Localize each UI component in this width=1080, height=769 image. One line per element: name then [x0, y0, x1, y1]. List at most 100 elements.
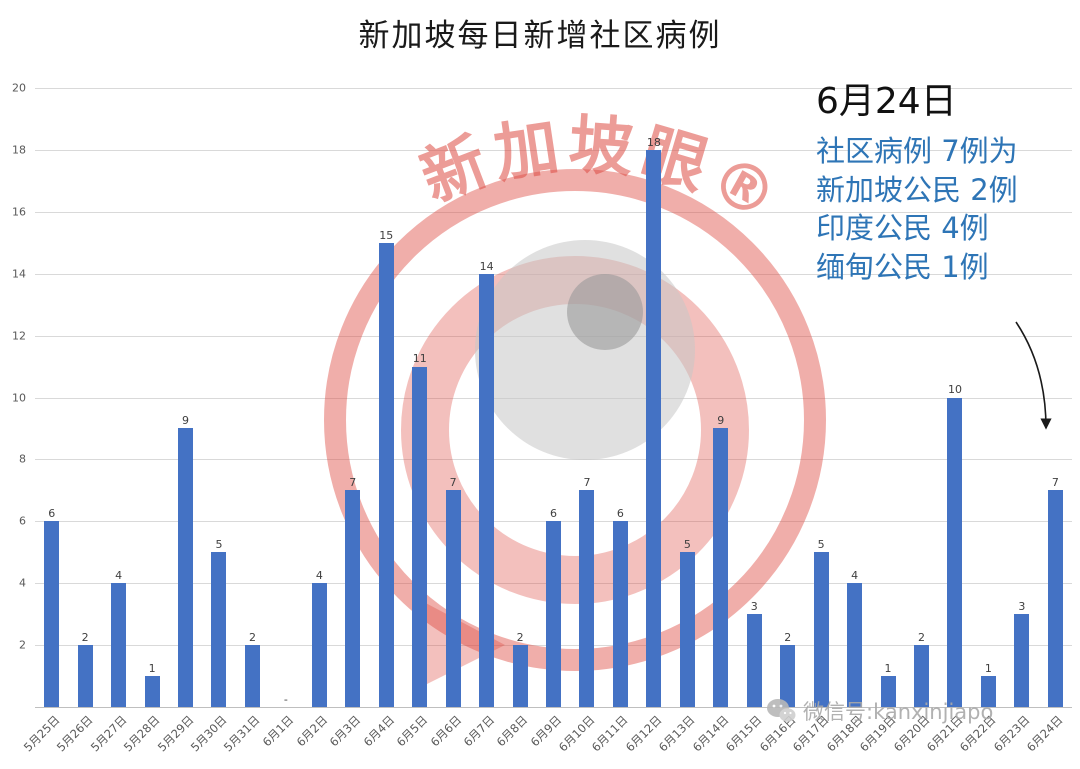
x-tick: 5月28日: [121, 712, 163, 755]
bar-column-6月3日: 7: [336, 477, 369, 707]
gridline-16: [35, 211, 1072, 213]
bar-value-label: 5: [817, 538, 825, 552]
x-tick: 6月2日: [293, 712, 330, 750]
x-tick: 6月12日: [622, 712, 665, 755]
bar-series: 6 2 4 1 9 5 2 - 4 7 15 11 7 14 2 6 7 6 18 5 9 3 2 5 4 1 2 10 1 3 7: [35, 88, 1072, 707]
bar-value-label: 5: [215, 538, 223, 552]
bar: [479, 273, 495, 707]
chart-title: 新加坡每日新增社区病例: [358, 18, 722, 54]
x-tick: 6月6日: [427, 712, 464, 750]
x-tick: 6月11日: [589, 712, 632, 755]
bar-column-5月26日: 2: [68, 631, 101, 707]
bar-column-5月28日: 1: [135, 661, 168, 707]
gridline-18: [35, 149, 1072, 151]
bar: [780, 645, 796, 707]
bar-value-label: 7: [583, 476, 591, 490]
x-tick: 6月3日: [326, 712, 364, 750]
bar-column-6月14日: 9: [704, 415, 737, 707]
bar-column-5月27日: 4: [102, 570, 135, 707]
bar: [144, 676, 160, 707]
x-tick: 6月14日: [689, 712, 732, 755]
bar: [980, 676, 996, 707]
bar-value-label: 15: [379, 228, 394, 242]
bar: [546, 521, 562, 707]
x-tick: 6月8日: [494, 712, 531, 750]
bar-column-6月12日: 18: [637, 135, 670, 707]
bar-value-label: 3: [1018, 600, 1026, 614]
bar-column-6月7日: 14: [470, 259, 503, 707]
gridline-20: [35, 88, 1072, 89]
bar-value-label: 7: [449, 476, 457, 490]
wechat-icon: [767, 699, 796, 722]
bar: [880, 676, 896, 707]
y-tick-12: 12: [12, 329, 26, 343]
bar-value-label: 11: [412, 352, 427, 366]
x-tick: 6月7日: [460, 712, 498, 750]
y-tick-6: 6: [19, 514, 26, 528]
bar-column-6月1日: -: [269, 692, 302, 707]
bar-value-label: 18: [646, 135, 661, 149]
bar: [713, 428, 729, 707]
y-tick-4: 4: [19, 576, 26, 590]
x-tick: 6月24日: [1024, 712, 1066, 755]
bar-column-5月30日: 5: [202, 539, 235, 707]
bar: [847, 583, 863, 707]
bar-value-label: 5: [683, 538, 691, 552]
bar-column-6月4日: 15: [370, 228, 403, 707]
wechat-footer: 微信号:kanxinjiapo: [766, 696, 993, 726]
bar-value-label: 4: [315, 569, 323, 583]
y-axis: 2 4 6 8 10 12 14 16 18 20: [0, 82, 28, 707]
bar-value-label: 4: [115, 569, 123, 583]
bar-column-6月5日: 11: [403, 353, 436, 707]
x-tick: 5月26日: [54, 712, 96, 755]
annotation-line-3: 印度公民 4例: [816, 211, 989, 246]
y-tick-20: 20: [12, 81, 26, 95]
bar: [947, 397, 963, 707]
bar: [1047, 490, 1063, 707]
bar-column-6月8日: 2: [503, 631, 536, 707]
bar-column-6月16日: 2: [771, 631, 804, 707]
bar-value-label: 14: [479, 259, 494, 273]
x-tick: 6月13日: [656, 712, 698, 755]
bar: [512, 645, 528, 707]
annotation-line-4: 缅甸公民 1例: [816, 249, 989, 284]
bar: [445, 490, 461, 707]
bar: [914, 645, 929, 707]
bar: [211, 552, 227, 707]
bar-column-6月18日: 4: [838, 570, 871, 707]
bar-column-6月11日: 6: [604, 508, 637, 707]
bar-value-label: -: [283, 692, 288, 706]
x-tick: 6月10日: [555, 712, 598, 755]
bar: [378, 242, 394, 707]
x-tick: 5月29日: [154, 712, 197, 755]
bar-column-6月24日: 7: [1039, 477, 1072, 707]
bar-value-label: 4: [851, 569, 859, 583]
bar-value-label: 1: [148, 661, 156, 675]
bar: [178, 428, 194, 707]
bar: [813, 552, 829, 707]
x-tick: 5月31日: [221, 712, 264, 755]
bar: [77, 645, 93, 707]
bar-column-6月23日: 3: [1005, 600, 1038, 707]
bar-value-label: 2: [784, 631, 792, 645]
x-tick: 6月1日: [259, 712, 297, 750]
bar-column-6月6日: 7: [436, 477, 469, 707]
bar-column-5月31日: 2: [236, 631, 269, 707]
x-tick: 5月25日: [20, 712, 63, 755]
bar: [1014, 614, 1030, 707]
y-tick-14: 14: [12, 267, 26, 281]
x-tick: 6月5日: [393, 712, 431, 750]
x-tick: 5月30日: [187, 712, 230, 755]
bar: [345, 490, 361, 707]
bar: [244, 645, 260, 707]
bar-column-6月15日: 3: [738, 600, 771, 707]
y-tick-10: 10: [12, 391, 26, 404]
bar-value-label: 9: [182, 414, 190, 428]
gridline-0: [35, 707, 1072, 708]
bar: [311, 583, 327, 707]
bar-value-label: 6: [550, 507, 558, 521]
bar: [746, 614, 762, 707]
bar-column-6月2日: 4: [303, 570, 336, 707]
bar-column-6月21日: 10: [938, 384, 971, 707]
